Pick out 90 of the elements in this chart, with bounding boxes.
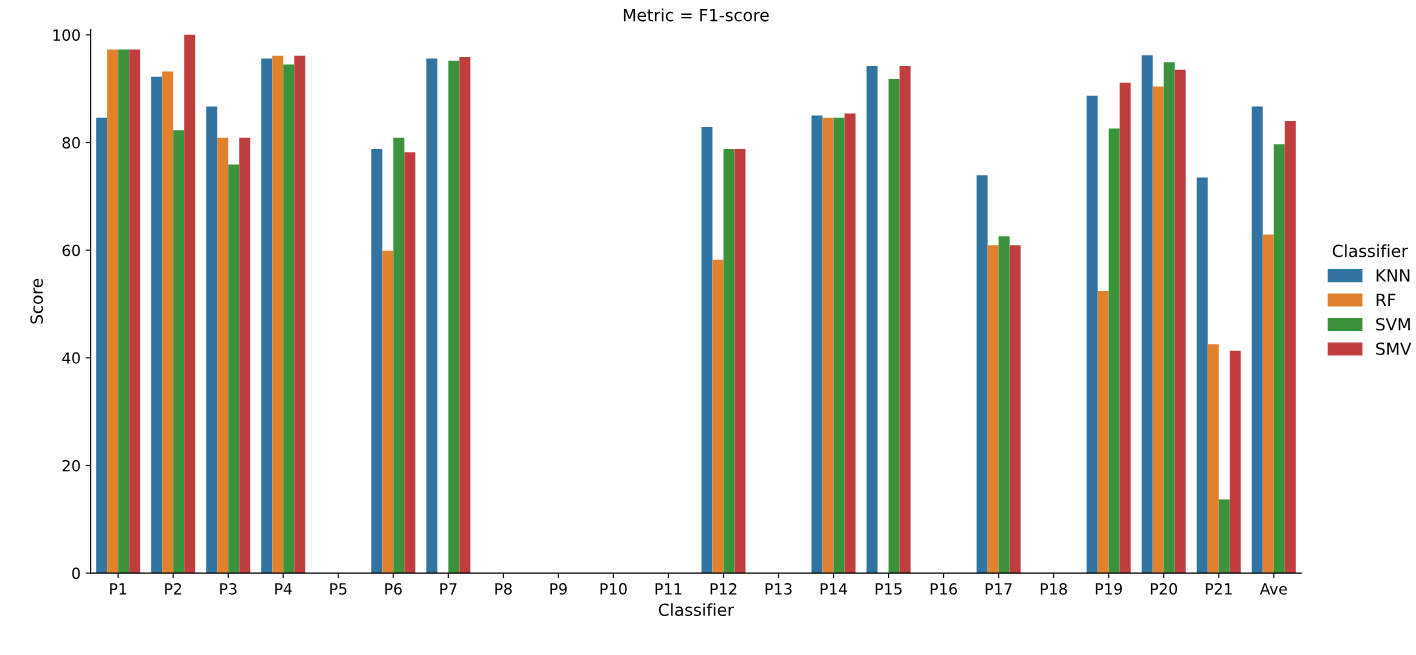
x-axis-title: Classifier — [658, 603, 735, 617]
bar — [723, 148, 735, 574]
x-tick-label: P4 — [275, 583, 292, 595]
bar — [987, 245, 999, 574]
legend-label: RF — [1376, 293, 1396, 306]
bar — [107, 49, 119, 574]
bar — [382, 250, 394, 574]
y-tick-label: 100 — [53, 29, 80, 41]
bar — [96, 117, 108, 574]
bar — [371, 148, 383, 574]
legend-label: SMV — [1376, 342, 1412, 356]
bar — [459, 56, 471, 574]
legend-label: SVM — [1376, 317, 1410, 331]
x-tick-label: P12 — [710, 583, 737, 595]
bar — [162, 71, 174, 574]
x-tick-label: P16 — [930, 583, 957, 595]
x-tick-label: P3 — [220, 583, 237, 595]
bar — [1251, 106, 1263, 574]
bar — [844, 113, 856, 574]
x-tick-label: P1 — [110, 583, 127, 595]
bar — [283, 64, 295, 574]
bar — [1163, 62, 1175, 574]
bar — [184, 34, 196, 574]
x-tick-label: Ave — [1259, 583, 1287, 595]
bar — [1086, 95, 1098, 574]
bar — [833, 117, 845, 574]
bar — [294, 55, 306, 574]
y-axis-title: Score — [30, 278, 43, 324]
bar — [426, 58, 438, 574]
bar — [151, 76, 163, 574]
bar — [866, 66, 878, 574]
y-tick-label: 80 — [62, 136, 80, 149]
bar — [822, 117, 834, 574]
y-tick-label: 20 — [62, 459, 80, 472]
bar — [998, 236, 1010, 574]
bar — [217, 137, 229, 574]
bar — [1108, 128, 1120, 574]
legend-label: KNN — [1376, 269, 1410, 282]
bar — [734, 148, 746, 574]
x-tick-label: P15 — [875, 583, 902, 595]
x-tick-label: P2 — [165, 583, 182, 595]
x-tick-label: P7 — [440, 583, 457, 595]
bar — [206, 106, 218, 574]
bar — [1119, 82, 1131, 574]
legend-title: Classifier — [1332, 244, 1408, 258]
chart-title: Metric = F1-score — [623, 8, 769, 22]
bar — [811, 115, 823, 574]
bar — [1009, 245, 1021, 574]
bar — [173, 130, 185, 574]
x-tick-label: P9 — [550, 583, 567, 595]
bar — [1196, 177, 1208, 574]
bar — [1229, 350, 1241, 574]
bar — [1152, 86, 1164, 574]
bar — [404, 152, 416, 574]
x-tick-label: P18 — [1040, 583, 1067, 595]
bar — [261, 58, 273, 574]
bar — [272, 55, 284, 574]
x-tick-label: P14 — [820, 583, 848, 595]
x-tick-label: P6 — [385, 583, 402, 595]
y-tick-label: 40 — [62, 352, 80, 364]
bar — [976, 175, 988, 574]
bar — [1141, 55, 1153, 574]
bar — [899, 66, 911, 574]
bar — [1273, 144, 1285, 574]
bar — [129, 49, 141, 574]
x-tick-label: P20 — [1150, 583, 1178, 595]
bar — [1218, 499, 1230, 574]
x-tick-label: P19 — [1095, 583, 1122, 595]
x-tick-label: P11 — [655, 583, 682, 595]
x-tick-label: P8 — [495, 583, 512, 595]
bar — [712, 259, 724, 574]
bar — [118, 49, 130, 574]
bar — [1174, 69, 1186, 574]
x-tick-label: P10 — [600, 583, 627, 595]
bar — [239, 137, 251, 574]
bar — [1097, 291, 1109, 574]
bar — [393, 137, 405, 574]
bar — [701, 126, 713, 574]
x-tick-label: P17 — [985, 583, 1012, 595]
bar — [448, 60, 460, 574]
bar — [228, 164, 240, 574]
bar — [1262, 234, 1274, 574]
x-tick-label: P13 — [765, 583, 792, 595]
bar — [1284, 120, 1296, 574]
y-tick-label: 60 — [62, 244, 80, 257]
x-tick-label: P21 — [1205, 583, 1232, 595]
bar — [1207, 344, 1219, 574]
y-tick-label: 0 — [72, 567, 80, 580]
x-tick-label: P5 — [330, 583, 347, 595]
bar — [888, 79, 900, 574]
